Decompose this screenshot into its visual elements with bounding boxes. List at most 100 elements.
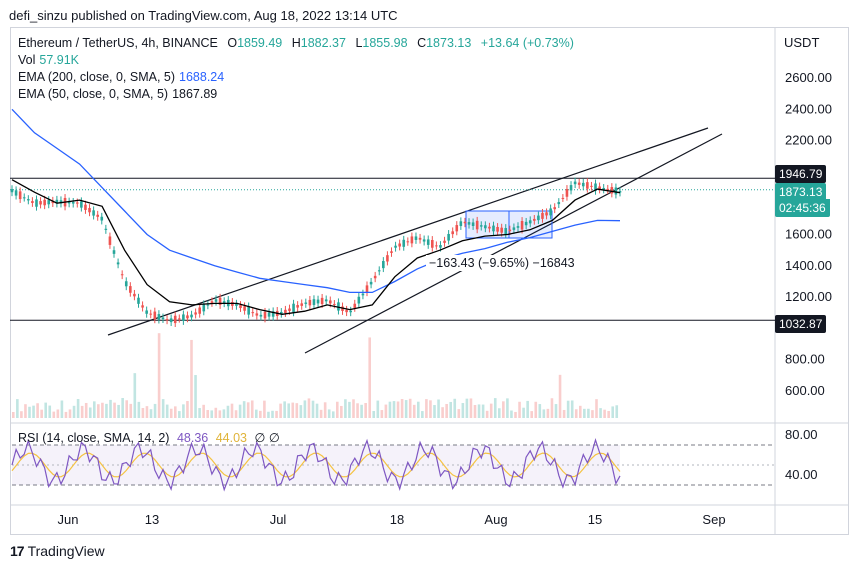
volume-bar — [113, 402, 116, 418]
volume-bar — [84, 402, 88, 418]
candle-body — [598, 186, 601, 190]
candle-body — [284, 309, 287, 314]
open-label: O — [227, 36, 238, 50]
rsi-sma-value: 44.03 — [215, 431, 247, 445]
candle-body — [443, 240, 446, 243]
volume-bar — [311, 400, 315, 418]
volume-bar — [299, 405, 303, 418]
volume-bar — [498, 408, 501, 418]
publish-header: defi_sinzu published on TradingView.com,… — [0, 0, 860, 28]
volume-bar — [465, 398, 469, 418]
volume-bar — [12, 412, 15, 418]
candle-body — [581, 182, 585, 187]
candle-body — [153, 311, 157, 320]
candle-body — [47, 200, 51, 205]
volume-bar — [210, 410, 214, 418]
volume-bar — [255, 409, 258, 418]
candle-body — [96, 214, 99, 217]
volume-bar — [441, 407, 444, 418]
volume-bar — [489, 403, 493, 418]
volume-bar — [425, 399, 428, 418]
candle-body — [210, 301, 214, 303]
candle-body — [51, 200, 55, 204]
volume-bar — [574, 409, 578, 418]
candle-body — [537, 215, 540, 221]
volume-bar — [433, 405, 436, 418]
volume-bar — [506, 398, 509, 418]
time-tick-label: Jun — [58, 512, 79, 527]
volume-bar — [16, 399, 19, 418]
volume-bar — [404, 400, 408, 418]
candle-body — [524, 221, 528, 226]
candle-body — [43, 199, 46, 206]
volume-bar — [546, 408, 550, 418]
ema50-line — [11, 179, 621, 315]
candle-body — [377, 270, 381, 272]
candle-body — [435, 245, 438, 247]
low-value: 1855.98 — [362, 36, 408, 50]
candle-body — [565, 188, 569, 197]
candle-body — [186, 315, 189, 319]
candle-body — [516, 226, 520, 228]
candle-body — [541, 212, 544, 219]
rsi-legend: RSI (14, close, SMA, 14, 2) 48.36 44.03 … — [18, 430, 280, 445]
volume-bar — [267, 411, 270, 418]
candle-body — [463, 221, 467, 224]
candle-body — [577, 182, 581, 185]
time-tick-label: 18 — [390, 512, 404, 527]
volume-bar — [469, 398, 473, 418]
volume-bar — [477, 404, 481, 418]
change-value: +13.64 (+0.73%) — [480, 36, 574, 50]
volume-bar — [510, 410, 513, 418]
countdown-tag: 02:45:36 — [775, 199, 830, 217]
open-value: 1859.49 — [237, 36, 283, 50]
candle-body — [414, 236, 418, 240]
candle-body — [492, 225, 495, 232]
candle-body — [328, 300, 332, 304]
rsi-label: RSI (14, close, SMA, 14, 2) — [18, 431, 170, 445]
candle-body — [475, 220, 479, 230]
candle-body — [508, 229, 512, 232]
ema200-line — [11, 108, 621, 294]
close-value: 1873.13 — [426, 36, 472, 50]
candle-body — [190, 314, 193, 318]
volume-bar — [259, 410, 262, 418]
volume-bar — [336, 401, 339, 418]
volume-bar — [117, 404, 120, 418]
volume-bar — [129, 403, 133, 418]
candle-body — [202, 304, 206, 312]
candle-body — [459, 221, 463, 227]
volume-bar — [121, 398, 124, 418]
candle-body — [259, 314, 263, 317]
volume-bar — [352, 399, 355, 418]
volume-bar — [32, 405, 35, 418]
volume-bar — [445, 403, 448, 418]
publish-text: defi_sinzu published on TradingView.com,… — [9, 8, 398, 23]
volume-bar — [534, 401, 538, 418]
volume-bar — [364, 403, 367, 418]
ema200-legend: EMA (200, close, 0, SMA, 5) 1688.24 — [18, 70, 224, 84]
candle-body — [316, 299, 320, 304]
volume-bar — [141, 408, 145, 418]
candle-body — [455, 225, 459, 232]
price-tick-label: 800.00 — [785, 352, 825, 367]
candle-body — [71, 201, 75, 204]
candle-body — [169, 318, 173, 323]
volume-bar — [93, 401, 96, 418]
volume-bar — [214, 407, 218, 418]
candle-body — [337, 302, 340, 311]
volume-bar — [319, 409, 323, 418]
candle-body — [573, 181, 577, 185]
volume-bar — [554, 404, 558, 418]
candle-body — [141, 305, 144, 308]
candle-body — [422, 239, 426, 242]
candle-body — [618, 191, 622, 193]
candle-body — [243, 306, 246, 311]
volume-bar — [169, 408, 173, 418]
low-label: L — [355, 36, 363, 50]
candle-body — [75, 202, 79, 204]
volume-bar — [599, 408, 602, 418]
candle-body — [353, 303, 357, 308]
candle-body — [173, 315, 177, 324]
